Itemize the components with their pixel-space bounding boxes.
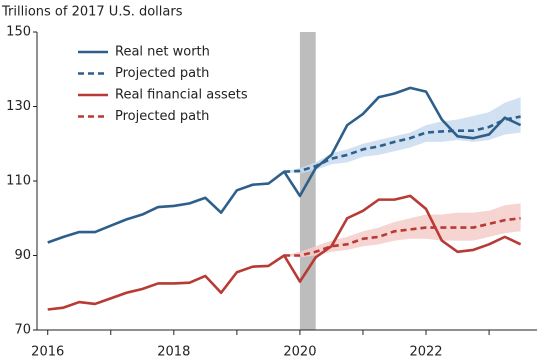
data-line (47, 194, 522, 311)
legend-label: Projected path (115, 66, 209, 81)
legend-label: Projected path (115, 109, 209, 124)
y-tick-label: 130 (6, 99, 31, 114)
y-tick-label: 70 (14, 323, 31, 338)
legend-label: Real financial assets (115, 88, 248, 103)
x-tick-label: 2022 (409, 345, 442, 360)
legend-label: Real net worth (115, 45, 210, 60)
y-tick-label: 150 (6, 25, 31, 40)
x-tick-label: 2018 (157, 345, 190, 360)
bands (284, 32, 521, 330)
x-tick-label: 2016 (31, 345, 64, 360)
projected-line (284, 115, 521, 173)
lines (47, 86, 522, 311)
x-tick-label: 2020 (283, 345, 316, 360)
y-tick-label: 90 (14, 248, 31, 263)
projection-band (284, 97, 521, 174)
y-tick-label: 110 (6, 174, 31, 189)
y-axis-label: Trillions of 2017 U.S. dollars (1, 5, 183, 20)
projected-line (284, 216, 521, 257)
